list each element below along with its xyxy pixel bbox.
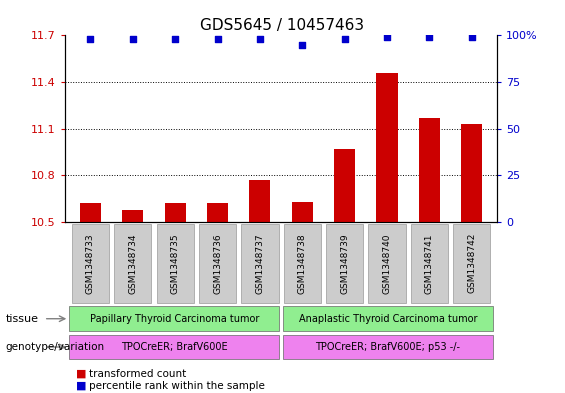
Text: TPOCreER; BrafV600E; p53 -/-: TPOCreER; BrafV600E; p53 -/- bbox=[315, 342, 460, 352]
Text: GSM1348739: GSM1348739 bbox=[340, 233, 349, 294]
Bar bbox=[419, 118, 440, 222]
Text: TPOCreER; BrafV600E: TPOCreER; BrafV600E bbox=[121, 342, 228, 352]
FancyBboxPatch shape bbox=[199, 224, 236, 303]
Text: GSM1348737: GSM1348737 bbox=[255, 233, 264, 294]
Point bbox=[213, 36, 222, 42]
Text: GSM1348733: GSM1348733 bbox=[86, 233, 95, 294]
Text: GSM1348741: GSM1348741 bbox=[425, 233, 434, 294]
Bar bbox=[461, 124, 483, 222]
Point bbox=[171, 36, 180, 42]
FancyBboxPatch shape bbox=[114, 224, 151, 303]
FancyBboxPatch shape bbox=[368, 224, 406, 303]
Point bbox=[255, 36, 264, 42]
Point bbox=[425, 34, 434, 40]
Bar bbox=[334, 149, 355, 222]
Text: GDS5645 / 10457463: GDS5645 / 10457463 bbox=[201, 18, 364, 33]
FancyBboxPatch shape bbox=[241, 224, 279, 303]
Text: tissue: tissue bbox=[6, 314, 38, 324]
Bar bbox=[249, 180, 271, 222]
Text: GSM1348735: GSM1348735 bbox=[171, 233, 180, 294]
FancyBboxPatch shape bbox=[69, 335, 280, 359]
FancyBboxPatch shape bbox=[157, 224, 194, 303]
Text: ■: ■ bbox=[76, 381, 87, 391]
Text: Papillary Thyroid Carcinoma tumor: Papillary Thyroid Carcinoma tumor bbox=[90, 314, 259, 324]
Point bbox=[467, 34, 476, 40]
Text: Anaplastic Thyroid Carcinoma tumor: Anaplastic Thyroid Carcinoma tumor bbox=[299, 314, 477, 324]
Bar bbox=[122, 209, 144, 222]
Text: GSM1348738: GSM1348738 bbox=[298, 233, 307, 294]
FancyBboxPatch shape bbox=[453, 224, 490, 303]
Bar bbox=[207, 204, 228, 222]
Bar bbox=[80, 204, 101, 222]
Text: transformed count: transformed count bbox=[89, 369, 186, 379]
Point bbox=[128, 36, 137, 42]
Bar bbox=[292, 202, 313, 222]
Point bbox=[383, 34, 392, 40]
Text: ■: ■ bbox=[76, 369, 87, 379]
Point bbox=[340, 36, 349, 42]
Text: genotype/variation: genotype/variation bbox=[6, 342, 105, 352]
Point bbox=[298, 42, 307, 48]
Bar bbox=[164, 204, 186, 222]
Text: percentile rank within the sample: percentile rank within the sample bbox=[89, 381, 264, 391]
Bar bbox=[376, 73, 398, 222]
FancyBboxPatch shape bbox=[72, 224, 109, 303]
Point bbox=[86, 36, 95, 42]
FancyBboxPatch shape bbox=[284, 224, 321, 303]
FancyBboxPatch shape bbox=[283, 335, 493, 359]
Text: GSM1348742: GSM1348742 bbox=[467, 233, 476, 294]
Text: GSM1348736: GSM1348736 bbox=[213, 233, 222, 294]
FancyBboxPatch shape bbox=[69, 307, 280, 331]
FancyBboxPatch shape bbox=[326, 224, 363, 303]
FancyBboxPatch shape bbox=[411, 224, 448, 303]
FancyBboxPatch shape bbox=[283, 307, 493, 331]
Text: GSM1348740: GSM1348740 bbox=[383, 233, 392, 294]
Text: GSM1348734: GSM1348734 bbox=[128, 233, 137, 294]
